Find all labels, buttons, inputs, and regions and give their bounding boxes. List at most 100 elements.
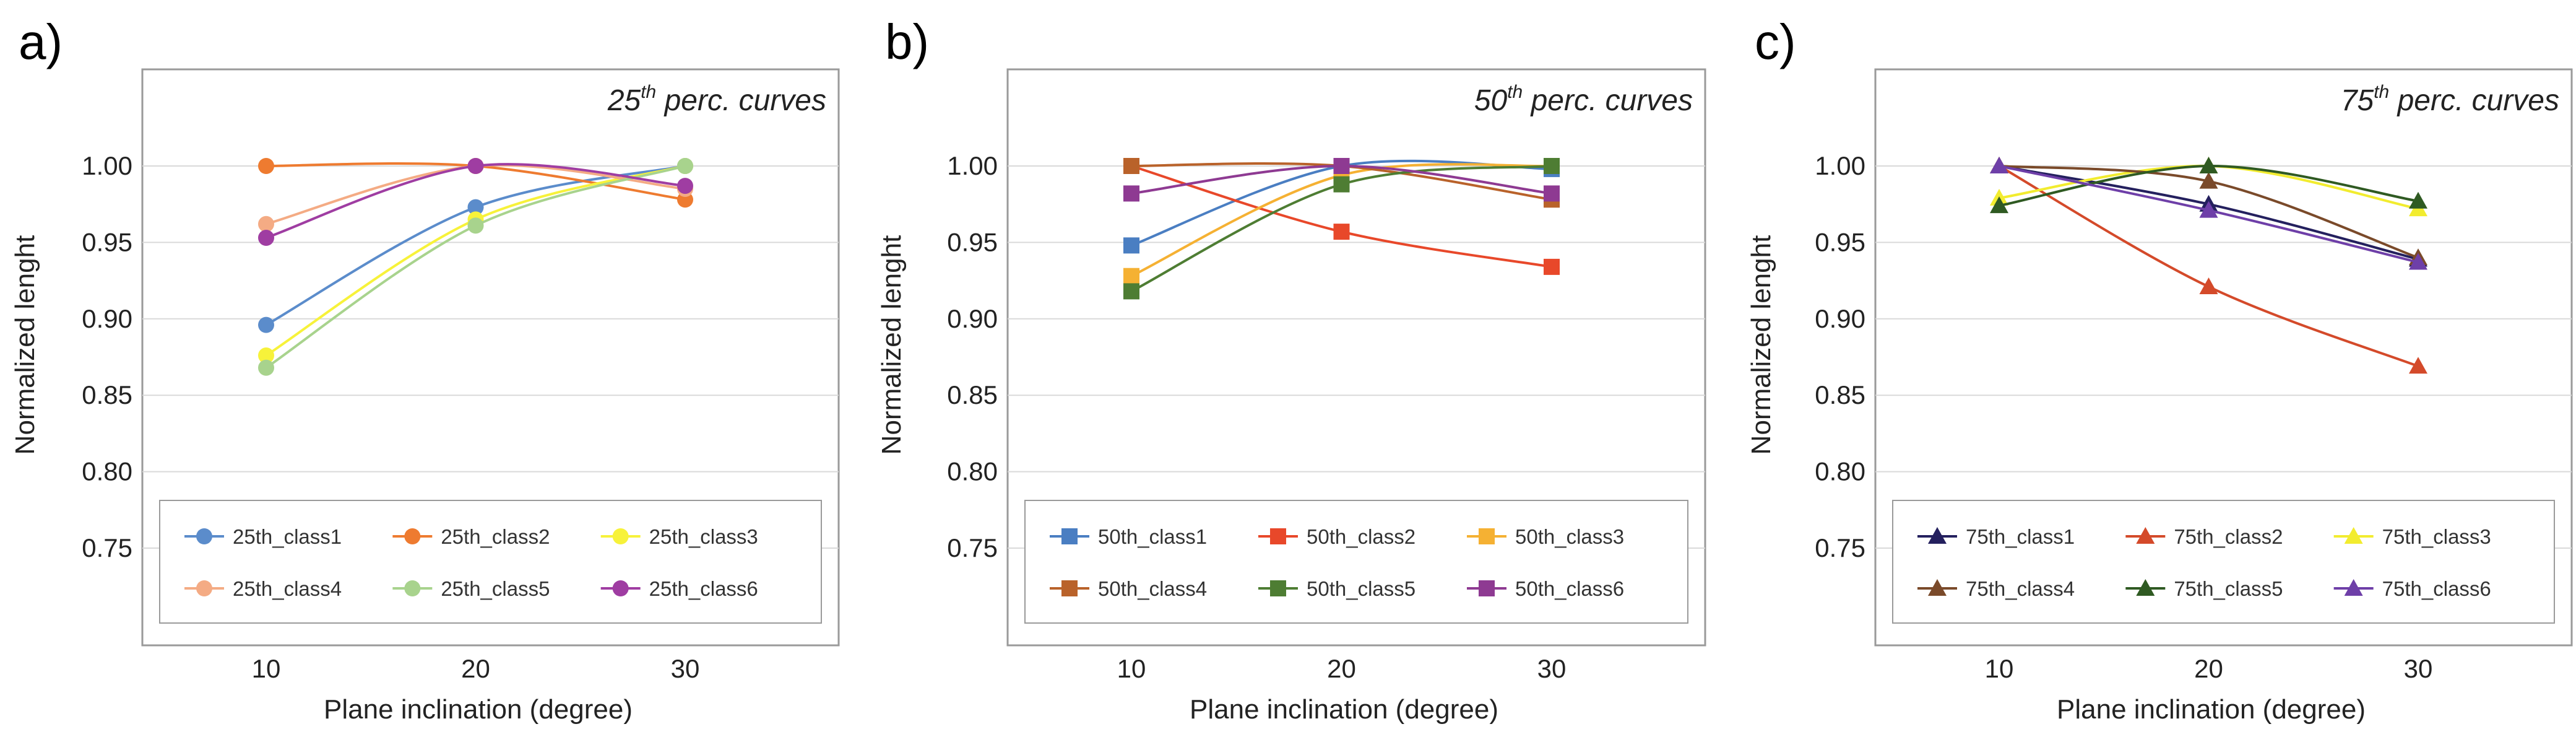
legend-marker <box>612 528 629 544</box>
data-point-50th_class3 <box>1123 268 1139 284</box>
plot-title-rest: perc. curves <box>656 84 826 117</box>
legend-marker <box>1928 579 1947 596</box>
y-tick-label: 0.95 <box>947 227 998 256</box>
data-point-50th_class5 <box>1123 283 1139 300</box>
data-point-50th_class4 <box>1123 158 1139 174</box>
legend-marker <box>1928 527 1947 544</box>
legend-label: 25th_class2 <box>441 525 550 548</box>
x-tick-label: 30 <box>1537 654 1567 683</box>
x-tick-label: 20 <box>2194 654 2223 683</box>
data-point-75th_class6 <box>2199 201 2218 218</box>
legend-marker <box>1061 528 1078 544</box>
legend-marker <box>404 580 421 596</box>
legend-label: 25th_class4 <box>233 577 342 600</box>
y-axis-title: Normalized lenght <box>876 235 907 455</box>
plot-title-sup: th <box>1507 82 1523 102</box>
data-point-50th_class6 <box>1123 185 1139 202</box>
data-point-25th_class5 <box>677 158 693 174</box>
x-tick-label: 10 <box>252 654 281 683</box>
y-tick-label: 1.00 <box>1815 151 1865 180</box>
legend-marker <box>2136 527 2155 544</box>
x-tick-label: 20 <box>1327 654 1356 683</box>
y-tick-label: 0.85 <box>1815 380 1865 409</box>
y-tick-label: 1.00 <box>82 151 132 180</box>
y-tick-label: 0.80 <box>1815 457 1865 486</box>
legend-label: 75th_class1 <box>1966 525 2075 548</box>
data-point-25th_class3 <box>258 347 274 364</box>
panel-letter: b) <box>885 14 929 69</box>
legend-marker <box>612 580 629 596</box>
data-point-75th_class2 <box>2409 357 2427 374</box>
y-tick-label: 0.90 <box>1815 304 1865 333</box>
data-point-50th_class5 <box>1544 158 1560 174</box>
y-tick-label: 0.85 <box>947 380 998 409</box>
legend-label: 25th_class6 <box>649 577 758 600</box>
legend-marker <box>1270 528 1286 544</box>
data-point-50th_class6 <box>1544 185 1560 202</box>
legend-marker <box>404 528 421 544</box>
x-tick-label: 20 <box>461 654 490 683</box>
legend-label: 25th_class5 <box>441 577 550 600</box>
legend-label: 50th_class1 <box>1098 525 1207 548</box>
x-axis-title: Plane inclination (degree) <box>2057 694 2366 725</box>
x-tick-label: 10 <box>1117 654 1146 683</box>
panel-1: a) 0.75 0.80 0.85 0.90 0.95 1.00 10 20 30 Plane in… <box>10 14 840 725</box>
legend-label: 50th_class2 <box>1307 525 1416 548</box>
legend-marker <box>1479 528 1495 544</box>
legend-box <box>159 500 822 624</box>
legend-label: 25th_class1 <box>233 525 342 548</box>
y-tick-label: 0.95 <box>1815 227 1865 256</box>
series-line-25th_class5 <box>265 165 686 369</box>
data-point-50th_class5 <box>1333 176 1350 193</box>
legend-label: 75th_class6 <box>2382 577 2491 600</box>
data-point-75th_class5 <box>1990 196 2008 214</box>
y-tick-label: 0.85 <box>82 380 132 409</box>
plot-title-rest: perc. curves <box>2389 84 2559 117</box>
legend-marker <box>1061 580 1078 596</box>
series-line-25th_class1 <box>266 165 686 326</box>
legend-marker <box>1479 580 1495 596</box>
data-point-75th_class4 <box>2199 172 2218 189</box>
y-axis-title: Normalized lenght <box>10 235 40 455</box>
legend-marker <box>2136 579 2155 596</box>
legend-label: 75th_class3 <box>2382 525 2491 548</box>
data-point-75th_class2 <box>2199 277 2218 294</box>
plot-title-rest: perc. curves <box>1523 84 1693 117</box>
plot-frame <box>1874 68 2573 647</box>
plot-title-sup: th <box>641 82 656 102</box>
data-point-25th_class4 <box>258 216 274 232</box>
legend-box <box>1024 500 1688 624</box>
data-point-25th_class5 <box>258 359 274 376</box>
y-axis-title: Normalized lenght <box>1746 235 1776 455</box>
legend-label: 50th_class6 <box>1515 577 1624 600</box>
legend-label: 75th_class5 <box>2174 577 2283 600</box>
plot-frame <box>1006 68 1706 647</box>
data-point-25th_class1 <box>258 316 274 333</box>
data-point-25th_class5 <box>467 217 484 234</box>
series-line-25th_class3 <box>265 165 686 357</box>
plot-title-sup: th <box>2374 82 2389 102</box>
data-point-75th_class5 <box>2409 191 2427 209</box>
data-point-75th_class6 <box>2409 253 2427 270</box>
x-tick-label: 30 <box>671 654 700 683</box>
data-point-25th_class6 <box>258 229 274 246</box>
y-tick-label: 0.75 <box>82 533 132 562</box>
panel-3: c) 0.75 0.80 0.85 0.90 0.95 1.00 10 20 30 Plane in… <box>1746 14 2573 725</box>
legend-marker <box>1270 580 1286 596</box>
data-point-75th_class5 <box>2199 157 2218 173</box>
panel-letter: c) <box>1755 14 1796 69</box>
legend-marker <box>196 580 212 596</box>
legend-label: 25th_class3 <box>649 525 758 548</box>
legend-marker <box>2344 527 2363 544</box>
y-tick-label: 0.80 <box>947 457 998 486</box>
legend-marker <box>196 528 212 544</box>
x-tick-label: 10 <box>1985 654 2014 683</box>
data-point-50th_class1 <box>1123 237 1139 254</box>
x-axis-title: Plane inclination (degree) <box>324 694 633 725</box>
legend-label: 75th_class2 <box>2174 525 2283 548</box>
data-point-50th_class2 <box>1544 258 1560 275</box>
y-tick-label: 0.75 <box>1815 533 1865 562</box>
y-tick-label: 0.95 <box>82 227 132 256</box>
y-tick-label: 1.00 <box>947 151 998 180</box>
